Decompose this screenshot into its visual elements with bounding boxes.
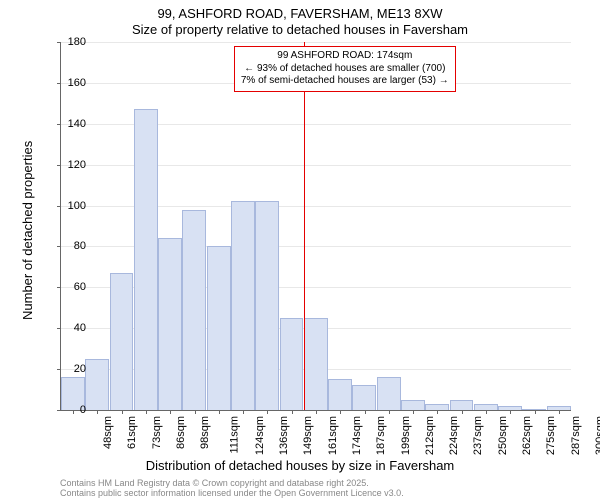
xtick-mark bbox=[195, 410, 196, 414]
xtick-mark bbox=[340, 410, 341, 414]
chart-title: 99, ASHFORD ROAD, FAVERSHAM, ME13 8XW bbox=[0, 6, 600, 21]
ytick-label: 80 bbox=[56, 240, 86, 252]
annotation-line: 99 ASHFORD ROAD: 174sqm bbox=[241, 50, 449, 63]
xtick-label: 136sqm bbox=[278, 416, 290, 455]
histogram-bar bbox=[352, 385, 376, 410]
histogram-bar bbox=[255, 201, 279, 410]
xtick-label: 161sqm bbox=[327, 416, 339, 455]
attribution-text: Contains HM Land Registry data © Crown c… bbox=[60, 478, 404, 499]
xtick-mark bbox=[365, 410, 366, 414]
ytick-label: 20 bbox=[56, 363, 86, 375]
x-axis-label: Distribution of detached houses by size … bbox=[0, 458, 600, 473]
xtick-mark bbox=[170, 410, 171, 414]
xtick-label: 98sqm bbox=[199, 416, 211, 449]
xtick-label: 287sqm bbox=[570, 416, 582, 455]
ytick-label: 140 bbox=[56, 118, 86, 130]
xtick-mark bbox=[316, 410, 317, 414]
histogram-bar bbox=[134, 109, 158, 410]
xtick-label: 61sqm bbox=[126, 416, 138, 449]
reference-line bbox=[304, 42, 305, 410]
histogram-bar bbox=[328, 379, 352, 410]
ytick-label: 0 bbox=[56, 404, 86, 416]
ytick-label: 100 bbox=[56, 200, 86, 212]
xtick-label: 73sqm bbox=[151, 416, 163, 449]
xtick-label: 237sqm bbox=[473, 416, 485, 455]
xtick-label: 187sqm bbox=[375, 416, 387, 455]
y-axis-label: Number of detached properties bbox=[20, 141, 35, 320]
xtick-mark bbox=[559, 410, 560, 414]
ytick-label: 60 bbox=[56, 281, 86, 293]
plot-area: 99 ASHFORD ROAD: 174sqm← 93% of detached… bbox=[60, 42, 571, 411]
ytick-label: 180 bbox=[56, 36, 86, 48]
xtick-mark bbox=[146, 410, 147, 414]
attribution-line2: Contains public sector information licen… bbox=[60, 488, 404, 498]
histogram-bar bbox=[304, 318, 328, 410]
xtick-mark bbox=[462, 410, 463, 414]
xtick-label: 224sqm bbox=[448, 416, 460, 455]
xtick-label: 174sqm bbox=[351, 416, 363, 455]
annotation-box: 99 ASHFORD ROAD: 174sqm← 93% of detached… bbox=[234, 46, 456, 92]
histogram-bar bbox=[450, 400, 474, 410]
xtick-mark bbox=[437, 410, 438, 414]
xtick-label: 149sqm bbox=[303, 416, 315, 455]
xtick-mark bbox=[122, 410, 123, 414]
xtick-mark bbox=[535, 410, 536, 414]
xtick-label: 250sqm bbox=[497, 416, 509, 455]
xtick-label: 199sqm bbox=[400, 416, 412, 455]
xtick-label: 48sqm bbox=[102, 416, 114, 449]
xtick-mark bbox=[389, 410, 390, 414]
xtick-label: 212sqm bbox=[424, 416, 436, 455]
attribution-line1: Contains HM Land Registry data © Crown c… bbox=[60, 478, 404, 488]
xtick-label: 275sqm bbox=[545, 416, 557, 455]
histogram-bar bbox=[182, 210, 206, 410]
xtick-label: 300sqm bbox=[594, 416, 600, 455]
xtick-mark bbox=[413, 410, 414, 414]
ytick-label: 40 bbox=[56, 322, 86, 334]
annotation-line: ← 93% of detached houses are smaller (70… bbox=[241, 63, 449, 76]
xtick-mark bbox=[510, 410, 511, 414]
xtick-mark bbox=[267, 410, 268, 414]
histogram-bar bbox=[377, 377, 401, 410]
xtick-mark bbox=[486, 410, 487, 414]
histogram-bar bbox=[85, 359, 109, 410]
gridline bbox=[61, 42, 571, 43]
histogram-bar bbox=[207, 246, 231, 410]
xtick-mark bbox=[243, 410, 244, 414]
xtick-label: 262sqm bbox=[521, 416, 533, 455]
histogram-bar bbox=[401, 400, 425, 410]
ytick-label: 120 bbox=[56, 159, 86, 171]
ytick-label: 160 bbox=[56, 77, 86, 89]
chart-subtitle: Size of property relative to detached ho… bbox=[0, 22, 600, 37]
histogram-bar bbox=[231, 201, 255, 410]
chart-container: 99, ASHFORD ROAD, FAVERSHAM, ME13 8XW Si… bbox=[0, 0, 600, 500]
annotation-line: 7% of semi-detached houses are larger (5… bbox=[241, 75, 449, 88]
histogram-bar bbox=[280, 318, 304, 410]
xtick-label: 111sqm bbox=[228, 416, 240, 454]
histogram-bar bbox=[158, 238, 182, 410]
histogram-bar bbox=[110, 273, 134, 410]
xtick-label: 124sqm bbox=[254, 416, 266, 455]
xtick-mark bbox=[292, 410, 293, 414]
xtick-mark bbox=[97, 410, 98, 414]
xtick-label: 86sqm bbox=[175, 416, 187, 449]
xtick-mark bbox=[219, 410, 220, 414]
